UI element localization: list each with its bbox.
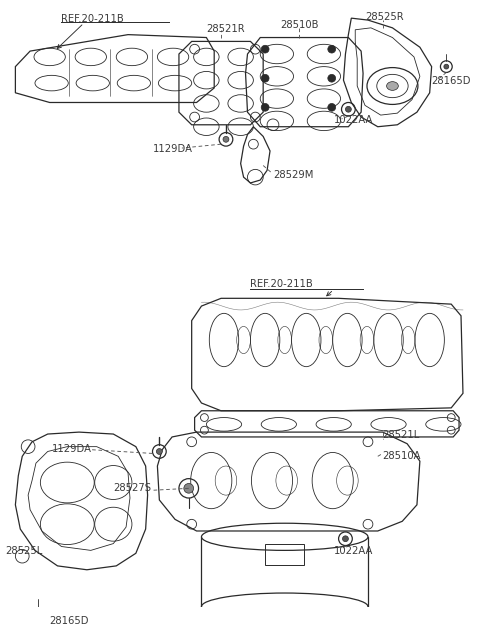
Text: REF.20-211B: REF.20-211B (61, 14, 124, 24)
Circle shape (328, 45, 336, 53)
Text: 28165D: 28165D (49, 616, 89, 625)
Circle shape (328, 74, 336, 82)
Text: REF.20-211B: REF.20-211B (251, 279, 313, 289)
Circle shape (223, 136, 229, 142)
Text: 1129DA: 1129DA (52, 444, 92, 454)
Circle shape (328, 104, 336, 111)
Circle shape (156, 449, 162, 454)
Text: 1022AA: 1022AA (334, 115, 373, 125)
Circle shape (444, 64, 449, 69)
Circle shape (343, 536, 348, 542)
Text: 28510B: 28510B (280, 20, 318, 30)
Text: 28525L: 28525L (6, 546, 43, 556)
Circle shape (36, 612, 40, 617)
Text: 28521L: 28521L (383, 430, 420, 440)
Text: 28165D: 28165D (432, 76, 471, 86)
Text: 28527S: 28527S (113, 482, 151, 492)
Circle shape (261, 45, 269, 53)
Circle shape (184, 484, 193, 493)
Circle shape (261, 74, 269, 82)
Circle shape (346, 106, 351, 112)
Text: 28525R: 28525R (365, 12, 404, 22)
Text: 28529M: 28529M (273, 171, 313, 181)
Circle shape (261, 104, 269, 111)
Text: 28510A: 28510A (383, 451, 421, 461)
Text: 28521R: 28521R (206, 24, 245, 34)
Text: 1022AA: 1022AA (334, 546, 373, 556)
Text: 1129DA: 1129DA (153, 144, 192, 154)
Ellipse shape (386, 82, 398, 91)
